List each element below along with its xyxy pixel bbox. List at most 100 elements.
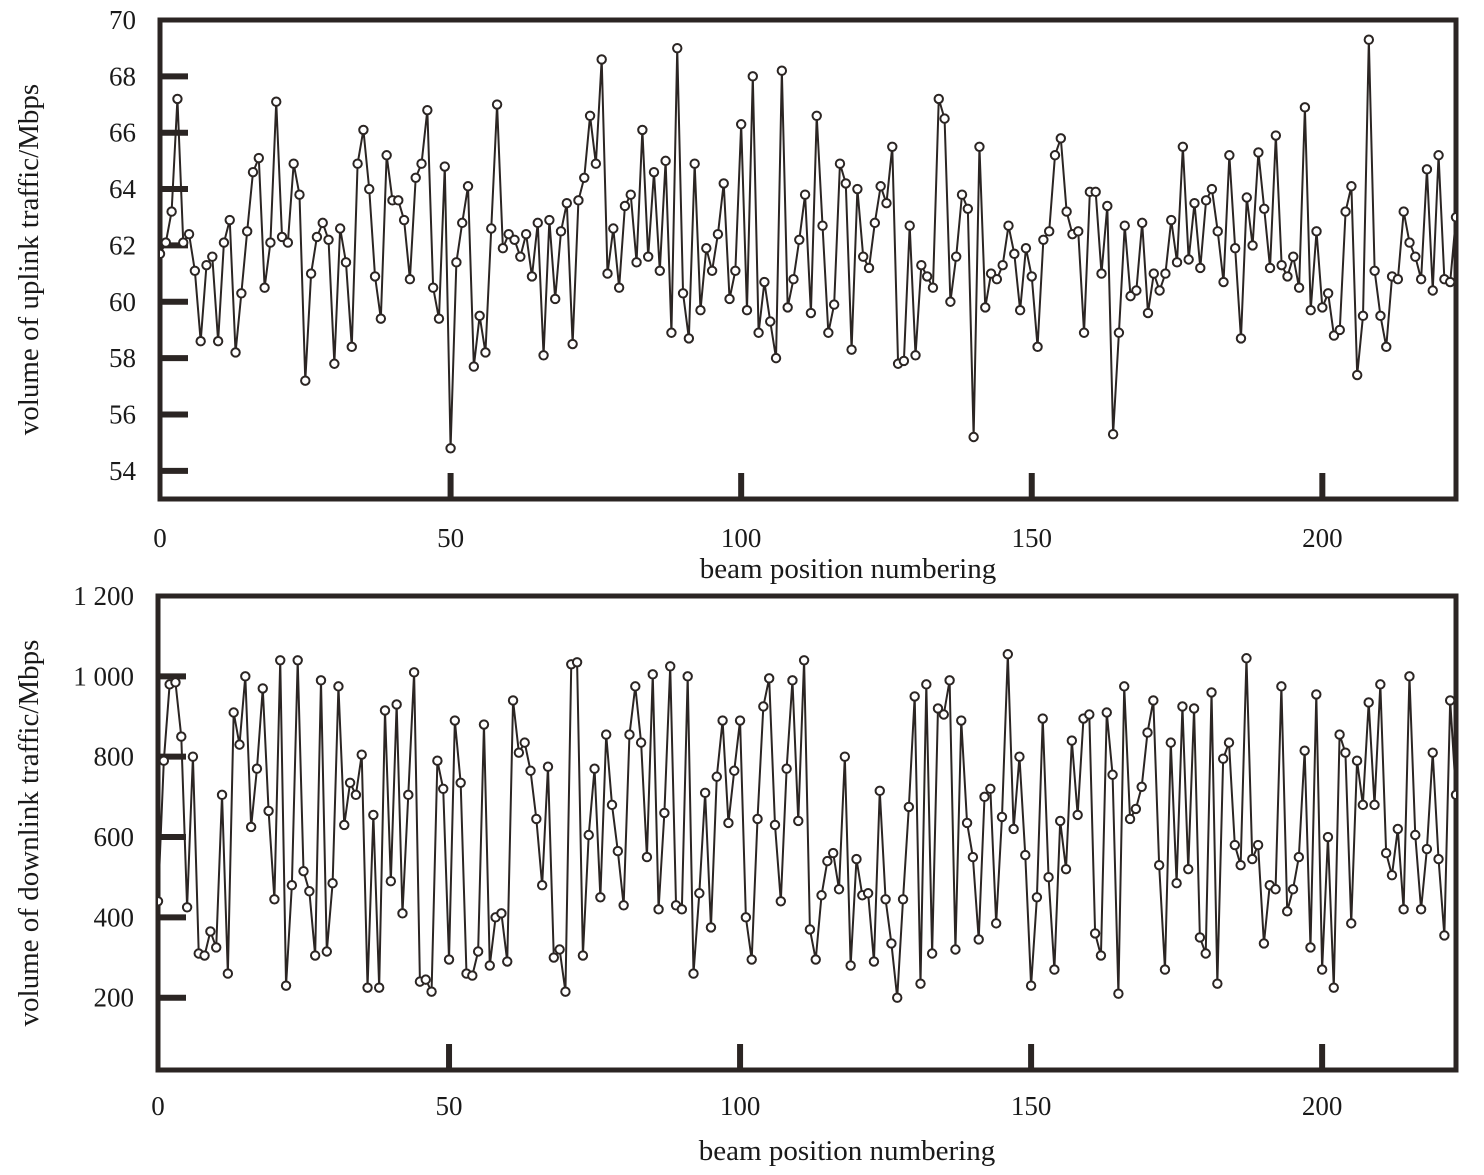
downlink-y-tick-label: 1 000 (73, 661, 134, 691)
uplink-data-point (398, 214, 410, 226)
uplink-data-point (538, 350, 549, 361)
uplink-data-point (817, 220, 828, 231)
uplink-data-point (945, 296, 956, 307)
uplink-data-point (549, 293, 561, 305)
downlink-data-point (1212, 978, 1223, 989)
uplink-data-point (788, 274, 799, 285)
downlink-x-tick-label: 100 (720, 1091, 761, 1121)
uplink-data-point (1363, 34, 1375, 45)
uplink-data-point (852, 183, 863, 195)
downlink-data-point (286, 880, 298, 891)
downlink-data-point (659, 807, 670, 819)
downlink-data-point (990, 918, 1002, 929)
downlink-data-point (1148, 695, 1159, 706)
downlink-data-point (839, 751, 851, 762)
downlink-data-point (443, 954, 455, 965)
uplink-y-tick-label: 66 (109, 118, 136, 148)
uplink-data-point (427, 282, 439, 293)
uplink-data-point (1229, 243, 1241, 254)
uplink-data-point (1276, 259, 1287, 271)
downlink-data-point (158, 896, 164, 907)
uplink-data-point (381, 150, 392, 161)
uplink-data-point (544, 214, 555, 226)
uplink-data-point (160, 237, 172, 248)
uplink-x-tick-label: 0 (153, 523, 167, 553)
uplink-y-tick-label: 58 (109, 343, 136, 373)
downlink-data-point (729, 765, 740, 776)
downlink-data-point (1252, 839, 1264, 851)
downlink-data-point (676, 904, 688, 915)
downlink-data-point (1130, 803, 1142, 815)
downlink-data-point (519, 737, 530, 748)
downlink-data-point (333, 681, 344, 692)
uplink-data-point (956, 189, 968, 200)
downlink-data-point (170, 677, 181, 688)
downlink-data-point (630, 681, 641, 692)
uplink-data-point (1171, 257, 1183, 268)
downlink-data-point (1153, 859, 1165, 871)
downlink-data-point (606, 799, 618, 811)
uplink-y-axis-title: volume of uplink traffic/Mbps (13, 84, 45, 435)
downlink-data-point (507, 695, 519, 706)
uplink-data-point (590, 158, 602, 169)
downlink-data-point (344, 777, 356, 788)
downlink-data-point (798, 655, 810, 666)
downlink-data-point (577, 950, 589, 961)
downlink-y-tick-label: 1 200 (73, 581, 134, 611)
downlink-data-point (455, 777, 466, 788)
downlink-data-point (408, 667, 420, 678)
downlink-data-point (1002, 649, 1014, 660)
uplink-data-point (1381, 341, 1392, 353)
uplink-data-point (904, 220, 915, 231)
downlink-data-point (403, 789, 414, 801)
downlink-data-point (1095, 950, 1107, 961)
uplink-data-point (1183, 254, 1194, 265)
uplink-data-point (666, 327, 677, 338)
uplink-data-point (1421, 164, 1433, 175)
uplink-data-point (224, 214, 235, 226)
uplink-data-point (887, 141, 898, 152)
downlink-data-point (1258, 938, 1270, 949)
downlink-data-point (1392, 823, 1403, 835)
uplink-traffic-chart: 0 50 100 150 200 54 56 58 60 62 64 66 68 70 beam posit… (13, 5, 1459, 585)
uplink-data-point (1334, 324, 1345, 336)
uplink-data-point (939, 113, 950, 124)
downlink-data-point (251, 763, 263, 774)
downlink-data-point (979, 791, 990, 803)
uplink-data-point (1043, 226, 1055, 237)
downlink-data-point (502, 956, 513, 967)
downlink-data-point (647, 669, 658, 680)
downlink-data-point (880, 894, 891, 905)
downlink-data-point (1159, 964, 1171, 975)
downlink-data-point (304, 886, 315, 897)
uplink-data-point (799, 189, 811, 200)
uplink-data-point (596, 54, 607, 65)
uplink-data-point (1032, 341, 1043, 353)
downlink-traffic-chart: 0 50 100 150 200 200 400 600 800 1 000 1 200 beam p… (13, 581, 1459, 1167)
downlink-data-point (1305, 942, 1316, 953)
downlink-data-point (740, 912, 752, 923)
uplink-data-point (968, 431, 979, 443)
downlink-data-point (1031, 892, 1043, 903)
downlink-data-point (1311, 689, 1322, 700)
downlink-data-point (874, 785, 885, 797)
uplink-data-point (1142, 307, 1154, 319)
downlink-data-point (781, 763, 792, 774)
downlink-data-point (694, 888, 705, 899)
downlink-data-point (263, 805, 274, 817)
downlink-data-point (961, 817, 973, 829)
downlink-data-point (269, 894, 280, 905)
uplink-x-axis-title: beam position numbering (700, 553, 996, 585)
uplink-data-point (369, 271, 381, 282)
downlink-data-point (158, 755, 170, 766)
uplink-data-point (172, 93, 183, 105)
downlink-y-axis-title: volume of downlink traffic/Mbps (13, 640, 45, 1027)
downlink-data-point (275, 655, 286, 666)
uplink-data-point (271, 96, 282, 107)
uplink-data-point (1224, 150, 1235, 161)
uplink-data-point (183, 228, 195, 240)
uplink-data-point (259, 282, 270, 293)
uplink-data-point (462, 181, 474, 192)
downlink-data-point (1119, 681, 1130, 692)
downlink-data-point (1043, 871, 1054, 883)
